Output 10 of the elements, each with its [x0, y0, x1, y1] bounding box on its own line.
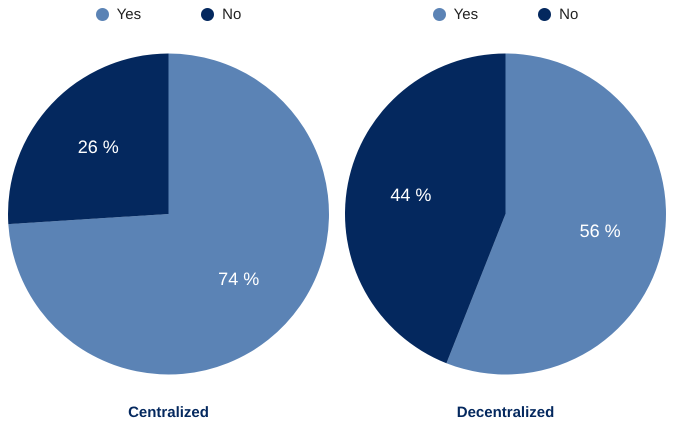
- legend-label: Yes: [116, 6, 142, 22]
- legend-label: Yes: [454, 6, 478, 22]
- text: Decentralized: [456, 404, 554, 422]
- text: Centralized: [128, 404, 209, 422]
- data-label: 56 %: [580, 221, 621, 242]
- data-label: 26 %: [78, 137, 119, 158]
- data-label: 74 %: [218, 268, 260, 289]
- legend-label: No: [559, 6, 578, 22]
- legend-label: No: [222, 6, 242, 22]
- data-label: 44 %: [390, 184, 432, 205]
